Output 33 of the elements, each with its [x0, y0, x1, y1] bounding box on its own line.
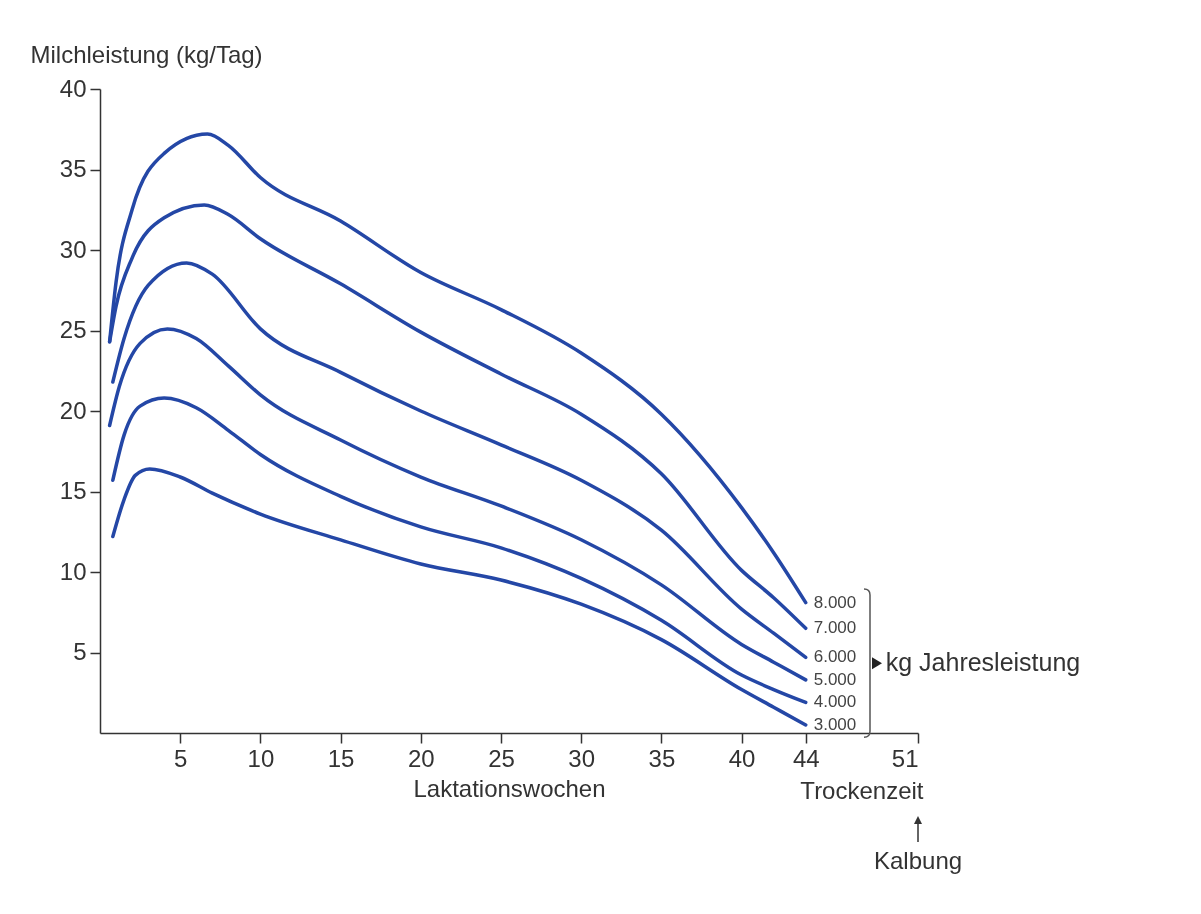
line-series — [107, 327, 808, 682]
y-tick-label: 25 — [59, 316, 87, 343]
line-series — [111, 396, 808, 705]
x-axis-title: Laktationswochen — [413, 774, 606, 802]
y-tick-label: 5 — [73, 638, 87, 665]
x-tick-label: 44 — [792, 744, 820, 772]
text: Kalbung — [874, 847, 963, 875]
x-tick-label: 10 — [247, 744, 275, 772]
x-tick-label: 40 — [728, 744, 756, 772]
x-tick-label: 5 — [174, 744, 188, 772]
x-tick-label: 30 — [568, 744, 596, 772]
line-series — [111, 467, 808, 727]
y-tick-label: 15 — [59, 477, 87, 504]
y-tick-label: 35 — [59, 155, 87, 182]
line-series — [111, 261, 808, 660]
y-tick-label: 10 — [59, 557, 87, 585]
x-tick-label: 20 — [407, 744, 435, 772]
series-label: 7.000 — [813, 618, 857, 638]
y-axis-title: Milchleistung (kg/Tag) — [30, 40, 263, 68]
series-label: 6.000 — [813, 647, 857, 667]
x-tick-label: 51 — [891, 744, 919, 772]
series-label: 4.000 — [813, 692, 857, 712]
text: Trockenzeit — [800, 777, 924, 805]
x-tick-label: 15 — [327, 744, 355, 772]
legend-title: kg Jahresleistung — [885, 647, 1081, 677]
x-tick-label: 25 — [488, 744, 515, 772]
y-tick-label: 40 — [59, 74, 87, 102]
x-tick-label: 35 — [648, 744, 676, 772]
y-tick-label: 20 — [59, 396, 87, 424]
series-label: 5.000 — [813, 669, 857, 689]
y-tick-label: 30 — [59, 235, 87, 263]
series-label: 8.000 — [813, 592, 857, 612]
series-label: 3.000 — [813, 714, 857, 734]
